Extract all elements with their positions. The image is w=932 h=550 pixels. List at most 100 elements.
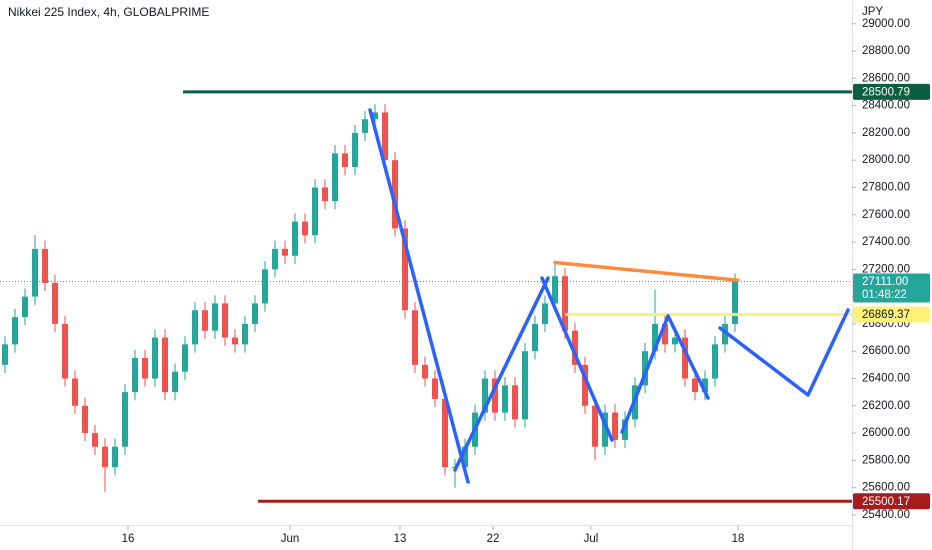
candle-body: [662, 323, 668, 345]
candle-body: [132, 358, 138, 393]
candle-body: [402, 228, 408, 311]
price-tag-label: 28500.79: [862, 86, 910, 98]
candle-body: [212, 303, 218, 331]
y-tick-label: 26200.00: [862, 400, 910, 412]
candle-body: [592, 405, 598, 447]
candle-body: [562, 276, 568, 331]
candle-body: [522, 351, 528, 420]
candle-body: [172, 371, 178, 393]
candle-body: [682, 337, 688, 379]
candle-body: [732, 281, 738, 324]
candle-body: [112, 446, 118, 468]
candle-body: [102, 446, 108, 468]
candle-body: [542, 303, 548, 324]
candle-body: [252, 303, 258, 324]
countdown: 01:48:22: [862, 289, 907, 301]
y-tick-label: 28600.00: [862, 72, 910, 84]
candle-body: [92, 433, 98, 447]
y-tick-label: 28800.00: [862, 45, 910, 57]
candle-body: [362, 119, 368, 133]
last-price-tag: [853, 273, 930, 303]
candle-body: [202, 310, 208, 331]
y-tick-label: 27600.00: [862, 209, 910, 221]
candle-body: [392, 160, 398, 229]
candle-body: [512, 385, 518, 420]
candle-body: [572, 330, 578, 365]
candle-body: [222, 303, 228, 338]
candle-body: [422, 364, 428, 379]
candle-body: [72, 378, 78, 406]
x-tick-label: 13: [394, 533, 407, 545]
candle-body: [32, 248, 38, 297]
candle-body: [272, 248, 278, 270]
candle-body: [702, 378, 708, 393]
y-tick-label: 29000.00: [862, 18, 910, 30]
y-tick-label: 28200.00: [862, 127, 910, 139]
candle-body: [672, 337, 678, 345]
y-tick-label: 28400.00: [862, 100, 910, 112]
x-tick-label: Jul: [584, 533, 599, 545]
candle-body: [462, 446, 468, 468]
candle-body: [352, 132, 358, 168]
candle-body: [282, 248, 288, 256]
candle-body: [62, 323, 68, 379]
y-tick-label: 27200.00: [862, 263, 910, 275]
x-tick-label: 18: [732, 533, 745, 545]
candle-body: [602, 412, 608, 447]
candle-body: [242, 323, 248, 345]
price-tag: [853, 83, 930, 100]
candle-body: [622, 419, 628, 440]
candle-body: [192, 310, 198, 345]
candle-body: [412, 310, 418, 365]
candle-body: [692, 378, 698, 393]
candle-body: [492, 378, 498, 413]
candle-body: [2, 344, 8, 365]
candle-body: [612, 412, 618, 440]
trend-line: [540, 276, 614, 442]
price-tag-label: 26869.37: [862, 309, 910, 321]
last-price-label: 27111.00: [862, 276, 908, 288]
candle-body: [142, 358, 148, 379]
y-tick-label: 26600.00: [862, 345, 910, 357]
candle-body: [12, 317, 18, 345]
y-tick-label: 27800.00: [862, 182, 910, 194]
candle-body: [582, 364, 588, 406]
candle-body: [482, 378, 488, 413]
candle-body: [312, 187, 318, 236]
price-tag: [853, 493, 930, 510]
y-tick-label: 28000.00: [862, 154, 910, 166]
candle-body: [642, 351, 648, 386]
candle-body: [22, 296, 28, 318]
candle-body: [292, 221, 298, 256]
y-tick-label: 25400.00: [862, 509, 910, 521]
y-tick-label: 26000.00: [862, 427, 910, 439]
candle-body: [552, 276, 558, 304]
candle-body: [52, 282, 58, 324]
price-tag-label: 25500.17: [862, 496, 910, 508]
candle-body: [722, 323, 728, 345]
candle-body: [712, 344, 718, 379]
candle-body: [122, 392, 128, 447]
candle-body: [532, 323, 538, 352]
x-tick-label: 22: [487, 533, 500, 545]
y-tick-label: 25800.00: [862, 454, 910, 466]
x-tick-label: 16: [122, 533, 135, 545]
candle-body: [442, 398, 448, 468]
candle-body: [162, 337, 168, 393]
trend-line: [666, 314, 710, 400]
price-tag: [853, 306, 930, 323]
trend-line: [368, 108, 470, 484]
candle-body: [302, 221, 308, 236]
candle-body: [322, 187, 328, 202]
candle-body: [382, 112, 388, 161]
candle-body: [42, 248, 48, 283]
currency: JPY: [862, 6, 883, 18]
candle-body: [152, 337, 158, 379]
candle-body: [232, 337, 238, 345]
candle-body: [372, 112, 378, 120]
candle-body: [82, 405, 88, 434]
candle-body: [502, 385, 508, 413]
trend-line: [553, 260, 740, 283]
